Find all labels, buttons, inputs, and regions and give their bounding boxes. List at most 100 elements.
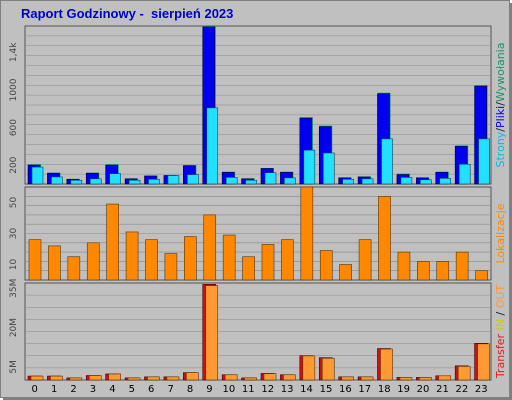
bar-lokalizacje-12 <box>261 244 275 281</box>
bar-lokalizacje-7 <box>164 253 178 281</box>
x-tick-label: 5 <box>129 384 135 395</box>
bar-strony-0 <box>31 166 44 185</box>
bar-strony-2 <box>70 179 83 185</box>
bar-strony-11 <box>245 179 257 185</box>
x-tick-label: 2 <box>70 384 76 395</box>
bar-strony-17 <box>361 178 374 185</box>
y-tick-label-visits: 30 <box>9 228 19 240</box>
bar-lokalizacje-9 <box>203 214 217 281</box>
legend-label-hits: Strony/Pliki/Wywołania <box>494 43 507 168</box>
bar-out-9 <box>205 285 219 381</box>
legend-part: / <box>494 102 507 106</box>
y-tick-label-transfer: 35M <box>9 279 19 298</box>
y-tick-label-hits: 1000 <box>9 78 19 101</box>
bar-out-7 <box>166 376 180 381</box>
x-tick-label: 18 <box>378 384 391 395</box>
bar-strony-10 <box>225 177 238 185</box>
bar-lokalizacje-11 <box>242 256 255 281</box>
x-tick-label: 23 <box>475 384 488 395</box>
x-tick-label: 19 <box>397 384 410 395</box>
bar-lokalizacje-21 <box>436 261 450 281</box>
legend-part: Wywołania <box>494 43 507 103</box>
bar-out-8 <box>186 372 199 381</box>
bar-lokalizacje-15 <box>319 250 333 281</box>
y-tick-label-hits: 200 <box>9 156 19 173</box>
x-tick-label: 4 <box>109 384 115 395</box>
bar-out-6 <box>147 376 160 381</box>
x-tick-label: 10 <box>223 384 236 395</box>
x-tick-label: 14 <box>300 384 313 395</box>
bar-strony-13 <box>284 177 296 185</box>
legend-label-transfer: Transfer IN / OUT <box>494 285 507 380</box>
bar-strony-8 <box>187 174 199 185</box>
legend-part: Transfer <box>494 333 507 379</box>
bar-out-13 <box>283 374 296 381</box>
x-tick-label: 1 <box>51 384 57 395</box>
bar-out-11 <box>244 377 257 381</box>
bar-out-0 <box>30 375 44 381</box>
bar-lokalizacje-13 <box>281 239 294 281</box>
bar-out-10 <box>224 374 238 381</box>
bar-lokalizacje-18 <box>378 196 391 281</box>
bar-strony-15 <box>322 152 335 185</box>
bar-out-17 <box>360 376 374 381</box>
x-tick-label: 3 <box>90 384 96 395</box>
legend-part: / <box>494 128 507 132</box>
bar-out-22 <box>457 366 471 381</box>
bar-lokalizacje-20 <box>417 261 430 281</box>
bar-out-21 <box>438 375 452 381</box>
bar-strony-18 <box>381 138 393 185</box>
bar-out-18 <box>380 348 393 381</box>
bar-out-15 <box>321 357 335 381</box>
bar-lokalizacje-19 <box>397 251 411 281</box>
legend-part: Lokalizacje <box>494 203 507 263</box>
bar-out-19 <box>399 377 413 381</box>
bar-out-5 <box>127 377 141 381</box>
bar-out-2 <box>69 377 83 381</box>
bar-lokalizacje-0 <box>28 239 42 281</box>
x-tick-label: 13 <box>281 384 294 395</box>
y-tick-label-transfer: 5M <box>9 360 19 374</box>
legend-part: / <box>494 308 507 319</box>
y-tick-label-hits: 600 <box>9 119 19 136</box>
x-tick-label: 11 <box>242 384 255 395</box>
x-tick-label: 15 <box>320 384 333 395</box>
bar-out-1 <box>50 375 63 381</box>
bar-strony-22 <box>458 163 471 185</box>
bar-lokalizacje-17 <box>358 239 372 281</box>
bar-lokalizacje-8 <box>184 236 197 281</box>
bar-strony-9 <box>206 107 219 185</box>
x-tick-label: 12 <box>261 384 274 395</box>
y-tick-label-transfer: 20M <box>9 318 19 337</box>
bar-strony-19 <box>400 177 413 185</box>
x-tick-label: 8 <box>187 384 193 395</box>
bar-lokalizacje-2 <box>67 256 81 281</box>
bar-out-16 <box>341 376 354 381</box>
legend-part: Strony <box>494 131 507 167</box>
x-tick-label: 17 <box>358 384 371 395</box>
bar-strony-5 <box>128 179 141 185</box>
x-tick-label: 9 <box>206 384 212 395</box>
legend-part: Pliki <box>494 106 507 128</box>
page-title: Raport Godzinowy - sierpień 2023 <box>21 6 234 21</box>
bar-strony-23 <box>478 138 490 185</box>
bar-lokalizacje-22 <box>455 251 469 281</box>
bar-strony-7 <box>167 175 180 185</box>
bar-lokalizacje-3 <box>86 242 100 281</box>
bar-strony-12 <box>264 172 277 185</box>
bar-lokalizacje-4 <box>106 203 119 281</box>
legend-label-visits: Lokalizacje <box>494 203 507 263</box>
bar-out-14 <box>302 355 316 381</box>
bar-lokalizacje-14 <box>300 186 314 281</box>
bar-out-12 <box>263 373 277 381</box>
bar-strony-16 <box>342 178 354 185</box>
x-tick-label: 20 <box>417 384 430 395</box>
bar-strony-14 <box>303 149 316 185</box>
bar-strony-4 <box>109 173 121 185</box>
bar-lokalizacje-23 <box>475 270 488 281</box>
y-tick-label-visits: 10 <box>9 259 19 271</box>
x-tick-label: 0 <box>32 384 38 395</box>
bar-out-3 <box>88 375 102 381</box>
